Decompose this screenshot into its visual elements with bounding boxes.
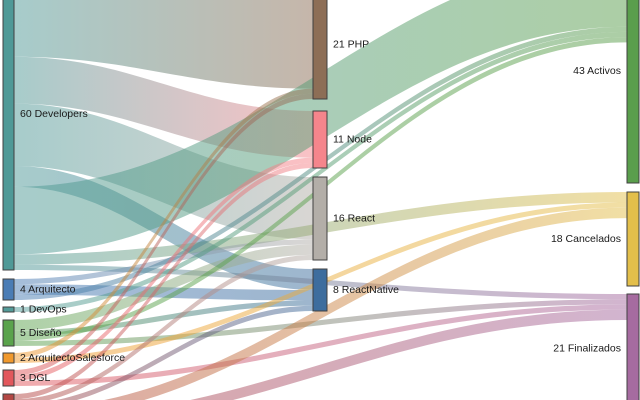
node-label-finalizados: 21 Finalizados — [553, 342, 621, 354]
flow-dgl-node[interactable] — [14, 157, 313, 381]
node-react[interactable] — [312, 176, 328, 261]
flow-developers-php[interactable] — [14, 0, 313, 89]
flow-diseno-finalizados[interactable] — [14, 299, 627, 346]
node-label-php: 21 PHP — [333, 38, 369, 50]
node-label-node: 11 Node — [333, 133, 372, 145]
node-node[interactable] — [312, 110, 328, 169]
node-label-reactnative: 8 ReactNative — [333, 284, 399, 296]
node-label-developers: 60 Developers — [20, 108, 88, 120]
node-activos[interactable] — [626, 0, 640, 184]
flow-devops-activos[interactable] — [14, 31, 627, 312]
node-label-diseno: 5 Diseño — [20, 327, 62, 339]
flow-offscreen-react[interactable] — [14, 254, 313, 400]
flow-offscreen-node[interactable] — [14, 162, 313, 400]
flow-dgl-finalizados[interactable] — [14, 304, 627, 386]
node-label-arquitectosalesforce: 2 ArquitectoSalesforce — [20, 352, 125, 364]
node-php[interactable] — [312, 0, 328, 100]
node-arquitecto[interactable] — [2, 278, 15, 301]
node-label-react: 16 React — [333, 212, 375, 224]
node-arquitectosalesforce[interactable] — [2, 352, 15, 364]
flow-offscreen-finalizados[interactable] — [14, 309, 627, 400]
flow-arquitectosalesforce-php[interactable] — [14, 88, 313, 358]
node-label-dgl: 3 DGL — [20, 372, 51, 384]
node-cancelados[interactable] — [626, 191, 640, 287]
flow-diseno-react[interactable] — [14, 244, 313, 331]
node-label-arquitecto: 4 Arquitecto — [20, 283, 76, 295]
flow-dgl-php[interactable] — [14, 93, 313, 376]
node-offscreen[interactable] — [2, 393, 15, 400]
node-reactnative[interactable] — [312, 268, 328, 312]
node-finalizados[interactable] — [626, 293, 640, 400]
node-diseno[interactable] — [2, 319, 15, 347]
node-devops[interactable] — [2, 306, 15, 313]
node-developers[interactable] — [2, 0, 15, 271]
node-label-activos: 43 Activos — [573, 65, 621, 77]
node-label-devops: 1 DevOps — [20, 303, 67, 315]
node-dgl[interactable] — [2, 369, 15, 387]
node-label-cancelados: 18 Cancelados — [551, 233, 621, 245]
